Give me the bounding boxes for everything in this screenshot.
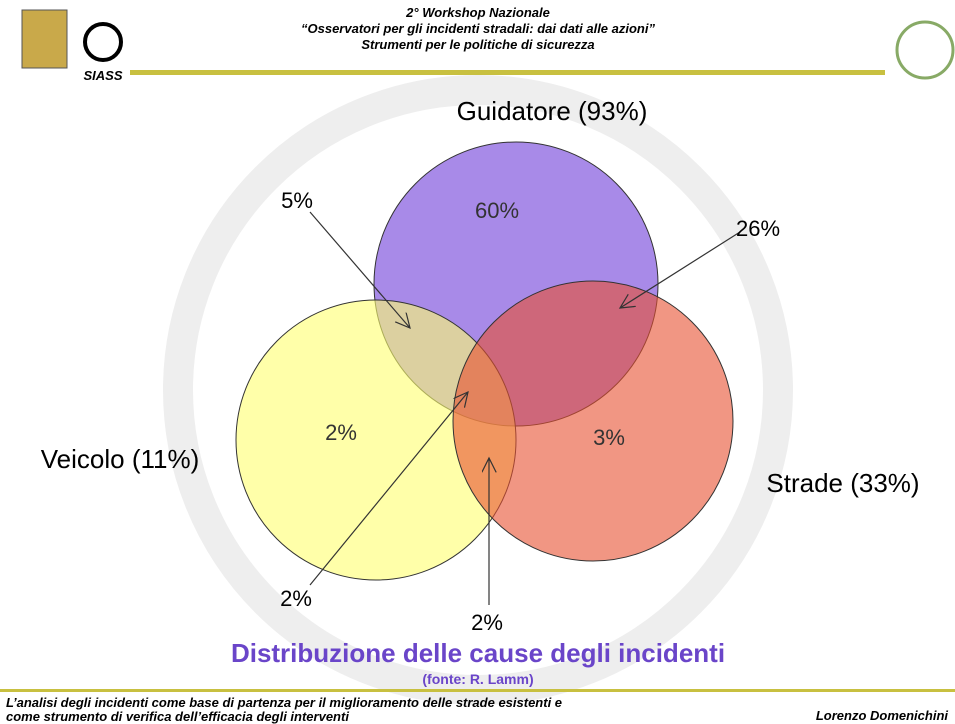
logo-siass (83, 22, 123, 62)
header-line: 2° Workshop Nazionale (405, 5, 550, 20)
title: Distribuzione delle cause degli incident… (231, 638, 725, 668)
circle-road (452, 280, 734, 562)
logo-university (895, 20, 955, 80)
set-label: Veicolo (11%) (41, 444, 200, 474)
set-label: Guidatore (93%) (457, 96, 648, 126)
header-rule (130, 70, 885, 75)
set-label: Strade (33%) (766, 468, 919, 498)
header-line: Strumenti per le politiche di sicurezza (361, 37, 594, 52)
logo-crest (21, 9, 68, 69)
region-label: 2% (471, 610, 503, 635)
region-label: 26% (736, 216, 780, 241)
logo-text: SIASS (83, 68, 122, 83)
footer-rule (0, 689, 955, 692)
region-label: 3% (593, 425, 625, 450)
header-line: “Osservatori per gli incidenti stradali:… (301, 21, 655, 36)
region-label: 5% (281, 188, 313, 213)
source: (fonte: R. Lamm) (422, 671, 533, 687)
region-label: 2% (325, 420, 357, 445)
region-label: 60% (475, 198, 519, 223)
region-label: 2% (280, 586, 312, 611)
footer-line: L’analisi degli incidenti come base di p… (6, 695, 562, 710)
arrows (309, 211, 741, 605)
footer-line: come strumento di verifica dell’efficaci… (6, 709, 349, 724)
footer-author: Lorenzo Domenichini (816, 708, 949, 723)
